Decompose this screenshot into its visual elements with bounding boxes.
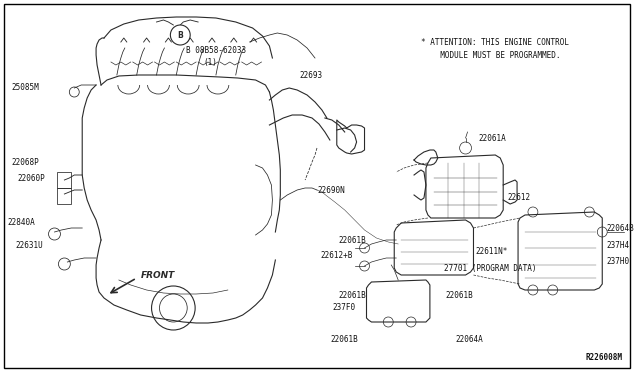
Text: 22061B: 22061B [339, 291, 367, 299]
Text: B: B [177, 31, 183, 39]
Circle shape [170, 25, 190, 45]
Text: 22060P: 22060P [18, 173, 45, 183]
Text: 22064B: 22064B [606, 224, 634, 232]
Text: 22061A: 22061A [479, 134, 506, 142]
Text: 22612: 22612 [507, 192, 531, 202]
Text: FRONT: FRONT [141, 272, 175, 280]
Text: 237H0: 237H0 [606, 257, 629, 266]
Bar [58, 188, 71, 204]
Text: 22690N: 22690N [317, 186, 345, 195]
Text: 22068P: 22068P [12, 157, 40, 167]
Text: 27701 (PROGRAM DATA): 27701 (PROGRAM DATA) [444, 263, 536, 273]
Text: (1): (1) [203, 58, 217, 67]
Text: R226008M: R226008M [585, 353, 622, 362]
Text: 237F0: 237F0 [333, 304, 356, 312]
Text: 22061B: 22061B [331, 336, 358, 344]
Text: 22840A: 22840A [8, 218, 36, 227]
Text: * ATTENTION: THIS ENGINE CONTROL
  MODULE MUST BE PROGRAMMED.: * ATTENTION: THIS ENGINE CONTROL MODULE … [421, 38, 569, 60]
Text: 22612+B: 22612+B [321, 250, 353, 260]
Text: 22611N*: 22611N* [476, 247, 508, 257]
Text: B 08B58-62033: B 08B58-62033 [186, 45, 246, 55]
Text: 22061B: 22061B [445, 291, 474, 299]
Text: 22064A: 22064A [456, 336, 483, 344]
Text: 25085M: 25085M [12, 83, 40, 92]
Text: 22631U: 22631U [16, 241, 44, 250]
Text: 237H4: 237H4 [606, 241, 629, 250]
Text: 22061B: 22061B [339, 235, 367, 244]
Bar [58, 172, 71, 188]
Text: 22693: 22693 [299, 71, 323, 80]
